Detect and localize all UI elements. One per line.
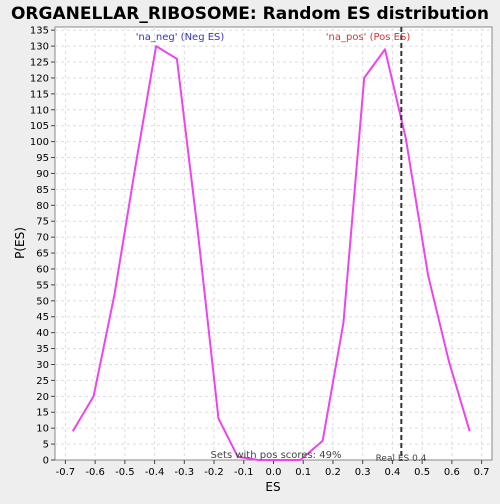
- x-tick-label: -0.4: [145, 467, 165, 478]
- x-tick-label: 0.4: [384, 467, 400, 478]
- y-tick-label: 75: [36, 217, 49, 228]
- y-tick-label: 35: [36, 344, 49, 355]
- y-tick-label: 120: [30, 73, 49, 84]
- chart-title: ORGANELLAR_RIBOSOME: Random ES distribut…: [11, 4, 489, 24]
- y-tick-label: 90: [36, 169, 49, 180]
- y-tick-label: 85: [36, 185, 49, 196]
- y-tick-label: 60: [36, 264, 49, 275]
- real-es-label: Real ES 0.4: [376, 454, 427, 464]
- x-tick-label: 0.6: [444, 467, 460, 478]
- y-tick-label: 10: [36, 424, 49, 435]
- x-axis-label: ES: [265, 480, 280, 494]
- y-tick-label: 65: [36, 249, 49, 260]
- y-tick-label: 45: [36, 312, 49, 323]
- y-tick-label: 125: [30, 58, 49, 69]
- x-tick-label: 0.5: [414, 467, 430, 478]
- y-tick-label: 30: [36, 360, 49, 371]
- y-tick-label: 100: [30, 137, 49, 148]
- series-layer: [71, 45, 471, 461]
- y-tick-label: 95: [36, 153, 49, 164]
- y-tick-label: 130: [30, 42, 49, 53]
- distribution-line: [71, 45, 471, 461]
- x-tick-label: -0.5: [115, 467, 135, 478]
- axis-layer: 0 5 10 15 20 25 30 35 40 45 50 55 60 65 70 75 80 85 90 95 10…: [30, 26, 490, 478]
- y-tick-label: 40: [36, 328, 49, 339]
- y-tick-label: 135: [30, 26, 49, 37]
- x-tick-label: 0.0: [266, 467, 282, 478]
- x-tick-label: 0.2: [325, 467, 341, 478]
- pos-annotation: 'na_pos' (Pos ES): [326, 32, 411, 43]
- y-tick-label: 110: [30, 105, 49, 116]
- y-tick-label: 25: [36, 376, 49, 387]
- x-tick-label: 0.3: [355, 467, 371, 478]
- x-tick-label: -0.7: [56, 467, 76, 478]
- y-tick-label: 80: [36, 201, 49, 212]
- y-tick-label: 55: [36, 280, 49, 291]
- y-tick-label: 70: [36, 233, 49, 244]
- x-tick-label: -0.6: [85, 467, 105, 478]
- x-tick-label: 0.1: [295, 467, 311, 478]
- neg-annotation: 'na_neg' (Neg ES): [136, 32, 225, 43]
- y-tick-label: 105: [30, 121, 49, 132]
- y-tick-label: 15: [36, 408, 49, 419]
- x-tick-label: -0.3: [175, 467, 195, 478]
- y-tick-label: 20: [36, 392, 49, 403]
- y-tick-label: 50: [36, 296, 49, 307]
- y-tick-label: 5: [43, 440, 49, 451]
- pos-scores-note: Sets with pos scores: 49%: [211, 450, 342, 461]
- x-tick-label: 0.7: [474, 467, 490, 478]
- x-tick-label: -0.1: [234, 467, 254, 478]
- y-tick-label: 0: [43, 456, 49, 467]
- x-tick-label: -0.2: [204, 467, 224, 478]
- y-axis-label: P(ES): [13, 227, 27, 259]
- y-tick-label: 115: [30, 89, 49, 100]
